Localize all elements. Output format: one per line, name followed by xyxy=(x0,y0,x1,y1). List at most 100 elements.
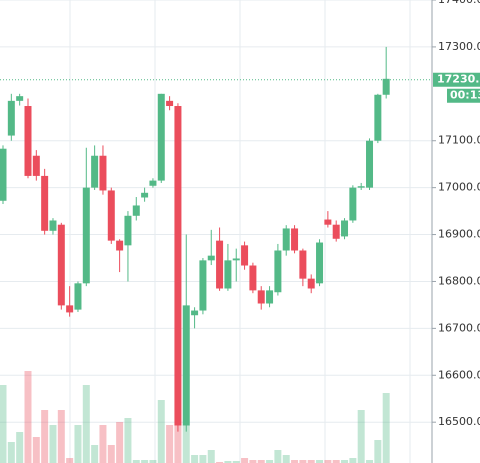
y-tick-label: 16700.0 xyxy=(438,321,480,334)
candle-body xyxy=(332,224,340,239)
volume-bar xyxy=(191,455,199,463)
volume-bar xyxy=(66,458,74,463)
volume-bar xyxy=(166,425,174,463)
volume-bar xyxy=(199,455,207,463)
y-tick-label: 16600.0 xyxy=(438,368,480,381)
volume-bar xyxy=(24,371,32,463)
volume-bar xyxy=(241,458,249,463)
volume-bar xyxy=(274,450,282,463)
y-tick-label: 16900.0 xyxy=(438,228,480,241)
candle-body xyxy=(341,220,349,237)
volume-bar xyxy=(82,385,90,463)
volume-bar xyxy=(382,393,390,463)
y-tick-label: 16800.0 xyxy=(438,274,480,287)
y-tick-label: 16500.0 xyxy=(438,415,480,428)
candle-body xyxy=(99,155,107,191)
candle-body xyxy=(216,240,224,289)
candle-body xyxy=(382,78,390,95)
candle-body xyxy=(324,219,332,225)
candle-body xyxy=(316,242,324,284)
volume-bar xyxy=(0,385,7,463)
volume-bar xyxy=(182,425,190,463)
candle-body xyxy=(7,100,15,136)
volume-bar xyxy=(257,460,265,463)
volume-bar xyxy=(291,460,299,463)
candle-body xyxy=(124,215,132,246)
last-price-box xyxy=(433,72,480,87)
volume-bar xyxy=(32,437,40,463)
volume-bar xyxy=(341,460,349,463)
y-tick-label: 17000.0 xyxy=(438,181,480,194)
volume-bar xyxy=(249,460,257,463)
candle-body xyxy=(182,305,190,426)
candle-body xyxy=(249,265,257,291)
candle-body xyxy=(307,278,315,289)
candle-body xyxy=(274,250,282,293)
candle-body xyxy=(191,310,199,316)
volume-bar xyxy=(149,460,157,463)
volume-bar xyxy=(282,455,290,463)
volume-bar xyxy=(357,410,365,463)
volume-bar xyxy=(16,432,24,463)
candle-body xyxy=(299,250,307,279)
candle-body xyxy=(107,190,115,241)
volume-bar xyxy=(299,460,307,463)
candle-body xyxy=(91,155,99,188)
volume-bar xyxy=(99,425,107,463)
volume-bar xyxy=(49,425,57,463)
volume-bar xyxy=(374,440,382,463)
volume-layer xyxy=(0,371,390,463)
volume-bar xyxy=(224,461,232,463)
volume-bar xyxy=(41,410,49,463)
volume-bar xyxy=(316,460,324,463)
volume-bar xyxy=(132,460,140,463)
candle-body xyxy=(374,94,382,141)
countdown-box xyxy=(447,88,480,103)
candle-body xyxy=(266,290,274,304)
volume-bar xyxy=(116,422,124,463)
candle-body xyxy=(357,186,365,188)
volume-bar xyxy=(266,460,274,463)
volume-bar xyxy=(141,460,149,463)
candle-body xyxy=(366,140,374,188)
volume-bar xyxy=(157,400,165,463)
volume-bar xyxy=(74,425,82,463)
volume-bar xyxy=(207,450,215,463)
candle-body xyxy=(57,224,65,306)
candle-body xyxy=(282,228,290,251)
candle-body xyxy=(0,148,7,201)
candle-body xyxy=(207,255,215,261)
volume-bar xyxy=(324,460,332,463)
volume-bar xyxy=(107,445,115,463)
candle-body xyxy=(132,205,140,216)
volume-bar xyxy=(7,442,15,463)
candle-body xyxy=(74,283,82,310)
volume-bar xyxy=(366,460,374,463)
volume-bar xyxy=(174,425,182,463)
countdown-label: 00:13 xyxy=(450,89,480,102)
y-tick-label: 17400.0 xyxy=(438,0,480,6)
last-price-label: 17230.0 xyxy=(437,73,480,86)
candle-body xyxy=(257,290,265,304)
volume-bar xyxy=(307,460,315,463)
candle-body xyxy=(291,228,299,251)
candle-body xyxy=(224,260,232,289)
y-tick-label: 17100.0 xyxy=(438,134,480,147)
candle-body xyxy=(24,106,32,176)
candle-body xyxy=(116,240,124,251)
volume-bar xyxy=(232,461,240,463)
candle-body xyxy=(49,220,57,231)
candle-body xyxy=(141,192,149,198)
volume-bar xyxy=(57,410,65,463)
volume-bar xyxy=(349,458,357,463)
candle-body xyxy=(174,106,182,426)
y-tick-label: 17300.0 xyxy=(438,40,480,53)
candle-body xyxy=(232,258,240,261)
candle-body xyxy=(82,187,90,284)
candle-body xyxy=(41,175,49,231)
candle-body xyxy=(199,260,207,311)
candle-body xyxy=(349,187,357,221)
volume-bar xyxy=(124,418,132,463)
volume-bar xyxy=(332,460,340,463)
